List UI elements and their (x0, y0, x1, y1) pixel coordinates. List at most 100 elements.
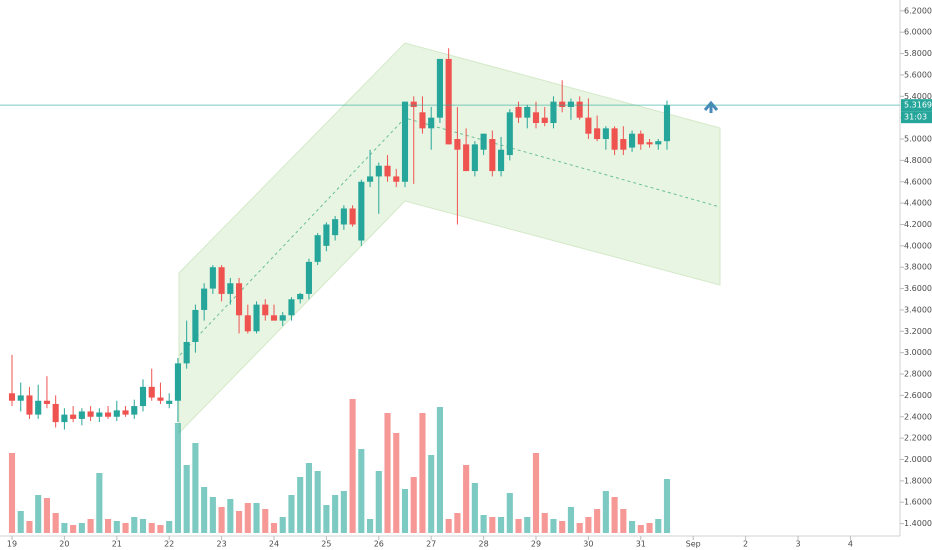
candle-body (602, 128, 609, 140)
countdown-label: 31:03 (904, 113, 927, 122)
y-tick-label: 2.6000 (904, 391, 932, 400)
candle-body (629, 133, 636, 148)
volume-bar (253, 503, 260, 533)
x-tick-label: 22 (164, 540, 174, 549)
volume-bar (367, 519, 374, 533)
candle-body (611, 128, 618, 150)
candle-body (218, 267, 225, 294)
volume-bar (105, 519, 112, 533)
volume-bar (419, 413, 426, 533)
volume-bar (52, 513, 59, 533)
candle-body (236, 283, 243, 316)
x-tick-label: 23 (217, 540, 227, 549)
y-tick-label: 5.8000 (904, 49, 932, 58)
candle-body (515, 106, 522, 118)
candle-body (358, 181, 365, 241)
volume-bar (655, 519, 662, 533)
candle-body (585, 117, 592, 134)
volume-bar (567, 507, 574, 533)
y-tick-label: 1.6000 (904, 498, 932, 507)
volume-bar (43, 498, 50, 533)
candle-body (78, 411, 85, 419)
candle-body (332, 219, 339, 236)
volume-bar (122, 523, 129, 533)
x-tick-label: 25 (321, 540, 331, 549)
candle-body (401, 101, 409, 182)
candle-body (87, 411, 94, 417)
volume-bar (236, 511, 243, 533)
volume-bar (340, 491, 347, 533)
volume-bar (541, 513, 548, 533)
candle-body (663, 105, 671, 142)
y-tick-label: 4.8000 (904, 156, 932, 165)
volume-bar (87, 519, 94, 533)
volume-bar (489, 517, 496, 533)
y-tick-label: 5.4000 (904, 92, 932, 101)
candle-body (550, 101, 557, 124)
volume-bar (157, 525, 164, 533)
candle-body (166, 400, 173, 404)
volume-bar (209, 497, 216, 533)
candle-body (70, 414, 77, 419)
volume-bar (445, 519, 452, 533)
volume-bar (602, 491, 609, 533)
candle-body (244, 315, 251, 332)
x-tick-label: 3 (795, 540, 800, 549)
candle-body (410, 101, 417, 107)
x-tick-label: 31 (636, 540, 646, 549)
volume-bar (148, 523, 155, 533)
volume-bar (550, 519, 557, 533)
x-tick-label: Sep (686, 540, 701, 549)
volume-bar (620, 509, 627, 533)
x-tick-label: 20 (59, 540, 69, 549)
y-tick-label: 6.2000 (904, 6, 932, 15)
candle-body (96, 412, 103, 417)
volume-bar (270, 523, 278, 533)
volume-bar (139, 519, 147, 533)
volume-bar (375, 471, 382, 533)
x-tick-label: 29 (531, 540, 541, 549)
volume-bar (349, 399, 356, 533)
x-tick-label: 2 (743, 540, 748, 549)
candle-body (61, 414, 68, 423)
volume-bar (498, 517, 505, 533)
volume-bar (428, 455, 435, 533)
volume-bar (576, 523, 583, 533)
x-tick-label: 24 (269, 540, 279, 549)
y-tick-label: 5.0000 (904, 135, 932, 144)
volume-bar (113, 521, 120, 533)
y-tick-label: 3.0000 (904, 348, 932, 357)
volume-bar (244, 503, 251, 533)
candle-body (637, 133, 644, 145)
plot-area (8, 48, 671, 533)
candle-body (262, 304, 269, 316)
candle-body (576, 101, 583, 118)
candle-body (375, 165, 382, 177)
candle-body (655, 141, 662, 145)
volume-bar (393, 433, 400, 533)
volume-bar (515, 519, 522, 533)
volume-bar (96, 473, 103, 533)
candle-body (314, 235, 321, 262)
volume-bar (532, 453, 540, 533)
candle-body (174, 363, 181, 401)
candle-body (620, 139, 627, 150)
volume-bar (8, 453, 16, 533)
volume-bar (454, 513, 461, 533)
candle-body (594, 128, 601, 140)
volume-bar (192, 443, 199, 533)
candle-body (35, 400, 42, 415)
volume-bar (131, 517, 138, 533)
candle-body (445, 58, 452, 145)
candle-body (524, 106, 531, 118)
candle-body (559, 101, 566, 107)
candle-body (157, 397, 164, 401)
y-tick-label: 4.6000 (904, 177, 932, 186)
candle-body (105, 412, 112, 417)
volume-bar (61, 523, 68, 533)
volume-bar (629, 521, 636, 533)
volume-bar (17, 511, 24, 533)
candle-body (192, 309, 199, 342)
volume-bar (227, 499, 234, 533)
candle-body (323, 224, 330, 246)
